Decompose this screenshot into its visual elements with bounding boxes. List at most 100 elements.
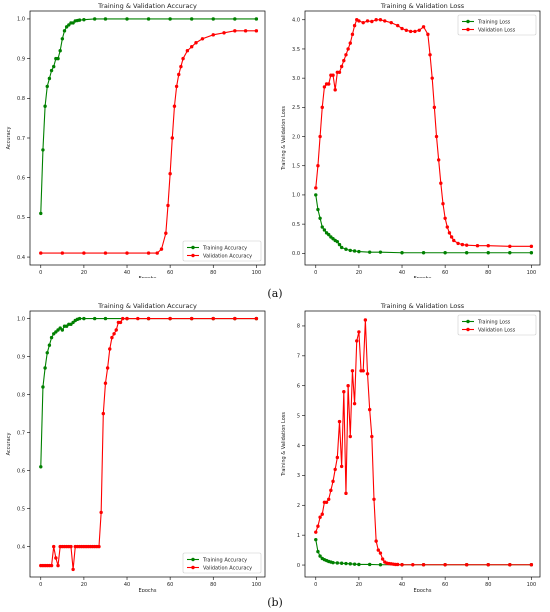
y-tick-label: 0.0 xyxy=(292,251,300,257)
x-tick-label: 40 xyxy=(124,270,130,276)
validation-loss-point xyxy=(350,369,355,373)
y-tick-label: 0.4 xyxy=(17,255,25,261)
x-tick-label: 40 xyxy=(399,582,405,588)
training-accuracy-point xyxy=(39,211,43,216)
validation-loss-point xyxy=(355,339,359,343)
validation-accuracy-point xyxy=(177,72,181,77)
validation-accuracy-point xyxy=(146,316,151,321)
validation-loss-legend-label: Validation Loss xyxy=(478,327,516,333)
plot-frame xyxy=(29,310,266,578)
validation-loss-point xyxy=(316,524,320,528)
validation-loss-point xyxy=(357,19,361,23)
validation-accuracy-point xyxy=(243,29,248,33)
loss-chart-a: Training & Validation Loss 0 20 40 60 80 100 0.… xyxy=(281,2,541,278)
validation-loss-point xyxy=(421,563,426,567)
y-tick-label: 1.0 xyxy=(292,193,300,199)
validation-accuracy-point xyxy=(233,316,237,321)
x-tick-label: 60 xyxy=(167,270,173,276)
legend-box xyxy=(457,14,537,36)
validation-loss-point xyxy=(322,85,327,89)
x-tick-label: 20 xyxy=(356,582,362,588)
validation-loss-point xyxy=(339,464,344,469)
validation-loss-point xyxy=(348,434,352,439)
y-tick-label: 7 xyxy=(297,354,300,360)
validation-loss-point xyxy=(318,515,322,519)
training-loss-point xyxy=(316,549,320,554)
validation-loss-point xyxy=(421,25,426,29)
training-loss-point xyxy=(352,562,357,566)
validation-loss-point xyxy=(365,19,370,23)
training-accuracy-legend-marker xyxy=(191,245,195,250)
validation-accuracy-point xyxy=(69,544,73,549)
validation-loss-point xyxy=(413,29,417,34)
training-loss-point xyxy=(344,561,348,566)
training-loss-point xyxy=(357,249,361,254)
validation-loss-point xyxy=(333,467,337,472)
training-accuracy-point xyxy=(103,316,108,321)
x-tick-label: 80 xyxy=(485,582,491,588)
validation-accuracy-point xyxy=(125,316,129,321)
training-loss-legend-marker xyxy=(466,319,470,324)
validation-loss-point xyxy=(346,47,350,51)
validation-loss-point xyxy=(329,488,333,493)
validation-loss-point xyxy=(376,548,381,552)
validation-loss-point xyxy=(331,479,335,484)
validation-loss-point xyxy=(428,53,432,57)
chart-title: Training & Validation Loss xyxy=(380,2,465,10)
training-accuracy-point xyxy=(103,17,108,21)
x-tick-label: 0 xyxy=(314,582,317,588)
y-tick-label: 1.5 xyxy=(292,164,300,170)
validation-accuracy-point xyxy=(54,556,58,560)
training-accuracy-point xyxy=(43,104,47,108)
y-tick-label: 0.9 xyxy=(17,56,25,62)
training-accuracy-point xyxy=(52,64,56,69)
training-accuracy-point xyxy=(233,17,237,21)
validation-loss-point xyxy=(339,64,344,69)
validation-accuracy-line xyxy=(40,318,257,570)
validation-loss-point xyxy=(363,318,368,322)
validation-accuracy-point xyxy=(121,316,125,321)
validation-loss-point xyxy=(344,53,348,57)
y-axis-label: Training & Validation Loss xyxy=(281,106,287,171)
validation-loss-point xyxy=(348,41,352,45)
validation-accuracy-point xyxy=(103,251,108,255)
validation-loss-point xyxy=(508,563,512,567)
validation-loss-point xyxy=(436,158,441,162)
validation-loss-point xyxy=(380,557,385,561)
validation-loss-point xyxy=(400,563,404,567)
chart-title: Training & Validation Accuracy xyxy=(97,302,197,310)
validation-loss-point xyxy=(344,491,348,496)
validation-loss-legend-marker xyxy=(466,27,470,32)
training-loss-point xyxy=(443,251,447,255)
validation-loss-point xyxy=(320,512,324,516)
caption-a: (a) xyxy=(267,287,283,300)
validation-loss-point xyxy=(361,369,365,373)
validation-loss-point xyxy=(400,26,404,31)
validation-accuracy-point xyxy=(168,172,172,176)
legend-box xyxy=(182,240,262,262)
validation-accuracy-point xyxy=(108,347,112,351)
validation-loss-line xyxy=(315,319,532,566)
training-accuracy-point xyxy=(67,23,71,27)
training-accuracy-point xyxy=(92,316,97,321)
validation-accuracy-point xyxy=(155,251,159,255)
validation-accuracy-point xyxy=(166,203,170,208)
training-loss-point xyxy=(367,250,372,254)
training-accuracy-point xyxy=(62,29,67,33)
training-loss-legend-label: Training Loss xyxy=(477,319,511,325)
validation-loss-point xyxy=(335,455,340,460)
training-accuracy-point xyxy=(41,385,45,389)
training-loss-point xyxy=(335,561,340,565)
validation-loss-point xyxy=(508,244,512,249)
validation-accuracy-point xyxy=(60,251,65,255)
validation-loss-point xyxy=(443,563,447,567)
validation-accuracy-point xyxy=(49,563,54,568)
loss-chart-b: Training & Validation Loss 0 20 40 60 80 100 0 1… xyxy=(281,302,541,592)
validation-accuracy-point xyxy=(82,251,86,255)
validation-accuracy-legend-label: Validation Accuracy xyxy=(203,565,252,571)
x-tick-label: 40 xyxy=(124,582,130,588)
validation-loss-point xyxy=(456,241,460,246)
y-axis-label: Accuracy xyxy=(6,127,12,150)
plot-frame xyxy=(304,310,541,578)
validation-loss-point xyxy=(318,134,322,139)
